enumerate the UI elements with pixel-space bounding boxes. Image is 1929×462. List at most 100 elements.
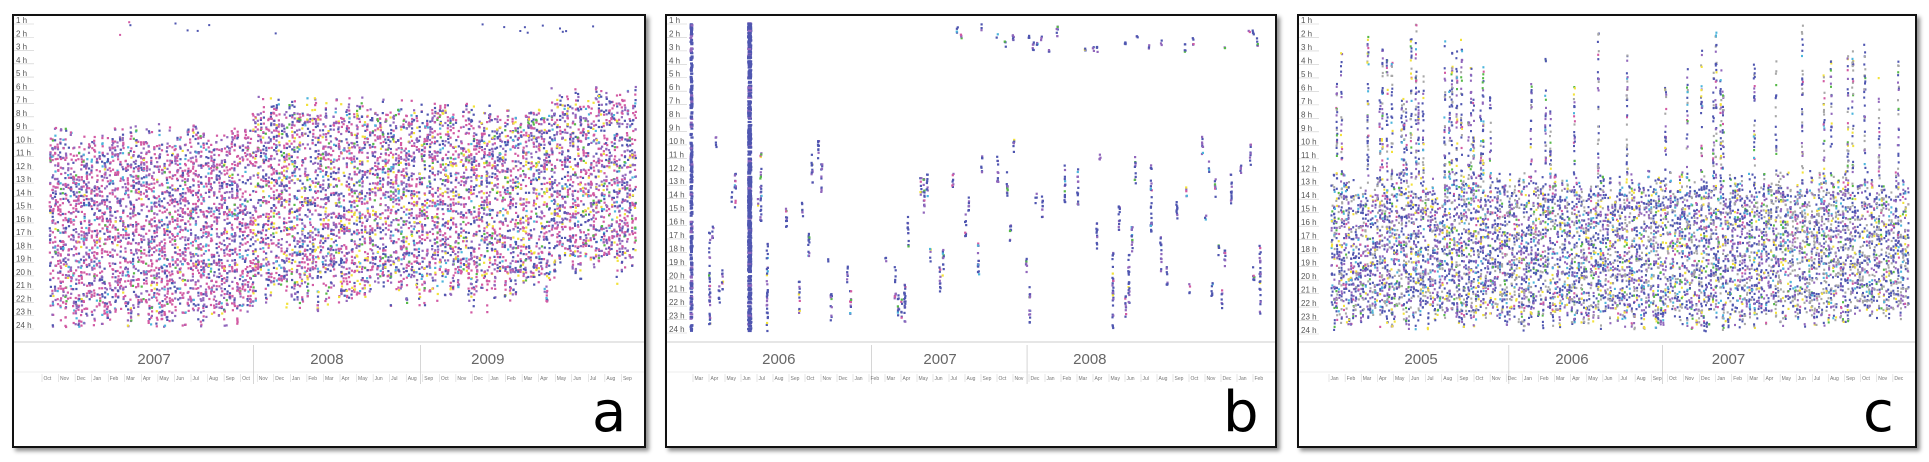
- data-point: [364, 251, 367, 254]
- data-point: [62, 290, 65, 293]
- data-point: [249, 261, 252, 264]
- data-point: [337, 171, 340, 174]
- data-point: [116, 141, 119, 144]
- data-point: [332, 171, 335, 174]
- data-point: [172, 174, 175, 177]
- data-point: [332, 178, 335, 181]
- data-point: [286, 233, 289, 236]
- data-point: [358, 151, 361, 154]
- data-point: [83, 215, 86, 218]
- data-point: [346, 125, 349, 128]
- data-point: [337, 158, 340, 161]
- data-point: [174, 260, 177, 263]
- data-point: [163, 313, 166, 316]
- data-point: [246, 179, 249, 182]
- data-point: [259, 117, 263, 120]
- data-point: [210, 292, 213, 295]
- data-point: [306, 244, 309, 247]
- data-point: [142, 261, 145, 264]
- data-point: [296, 129, 299, 132]
- data-point: [77, 183, 80, 186]
- data-point: [314, 104, 317, 107]
- data-point: [350, 293, 353, 296]
- data-point: [158, 156, 161, 159]
- data-point: [281, 132, 284, 136]
- data-point: [148, 240, 151, 243]
- data-point: [337, 130, 340, 134]
- data-point: [212, 191, 216, 194]
- data-point: [293, 284, 296, 287]
- data-point: [215, 222, 219, 225]
- data-point: [337, 216, 340, 219]
- data-point: [189, 242, 193, 245]
- data-point: [176, 263, 179, 266]
- data-point: [366, 218, 369, 221]
- data-point: [293, 171, 296, 174]
- data-point: [361, 278, 364, 282]
- data-point: [77, 308, 80, 311]
- data-point: [99, 278, 102, 282]
- data-point: [225, 248, 228, 251]
- data-point: [95, 160, 99, 163]
- data-point: [166, 290, 169, 293]
- data-point: [265, 301, 268, 304]
- data-point: [356, 157, 359, 160]
- data-point: [78, 279, 81, 282]
- data-point: [200, 210, 203, 213]
- data-point: [324, 210, 327, 213]
- data-point: [104, 166, 107, 169]
- data-point: [80, 185, 83, 189]
- data-point: [49, 238, 52, 241]
- data-point: [249, 141, 252, 145]
- data-point: [179, 194, 182, 197]
- data-point: [345, 109, 349, 112]
- data-point: [333, 166, 336, 169]
- data-point: [308, 120, 311, 123]
- data-point: [215, 141, 218, 144]
- data-point: [95, 234, 98, 237]
- data-point: [278, 113, 281, 116]
- data-point: [321, 246, 325, 249]
- data-point: [132, 179, 135, 182]
- data-point: [343, 232, 346, 235]
- data-point: [93, 260, 96, 263]
- data-point: [238, 161, 241, 164]
- data-point: [221, 196, 224, 199]
- data-point: [223, 310, 226, 313]
- data-point: [327, 252, 330, 255]
- data-point: [267, 246, 270, 249]
- data-point: [144, 271, 147, 274]
- data-point: [332, 260, 336, 263]
- data-point: [51, 302, 54, 305]
- data-point: [171, 292, 174, 295]
- data-point: [327, 132, 330, 135]
- data-point: [238, 209, 242, 212]
- data-point: [74, 323, 77, 326]
- data-point: [285, 111, 288, 114]
- data-point: [306, 236, 309, 239]
- data-point: [260, 122, 263, 125]
- data-point: [244, 213, 247, 216]
- data-point: [178, 287, 181, 290]
- data-point: [182, 274, 185, 277]
- data-point: [116, 210, 119, 213]
- data-point: [145, 142, 149, 145]
- data-point: [111, 276, 114, 279]
- data-point: [218, 163, 221, 166]
- data-point: [353, 201, 356, 204]
- data-point: [93, 139, 96, 142]
- data-point: [179, 228, 182, 231]
- data-point: [197, 142, 200, 145]
- data-point: [85, 204, 88, 207]
- data-point: [270, 173, 273, 176]
- data-point: [168, 194, 171, 197]
- data-point: [295, 271, 298, 274]
- data-point: [220, 233, 223, 236]
- data-point: [117, 232, 120, 235]
- data-point: [82, 255, 85, 258]
- data-point: [246, 265, 249, 269]
- data-point: [285, 289, 288, 292]
- data-point: [327, 296, 331, 299]
- data-point: [218, 276, 221, 279]
- data-point: [49, 157, 52, 160]
